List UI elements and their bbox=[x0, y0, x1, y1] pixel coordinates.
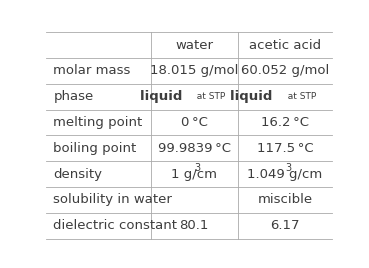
Text: liquid: liquid bbox=[139, 90, 191, 103]
Text: dielectric constant: dielectric constant bbox=[53, 219, 177, 232]
Text: solubility in water: solubility in water bbox=[53, 193, 172, 206]
Text: 1.049 g/cm: 1.049 g/cm bbox=[247, 168, 323, 181]
Text: 99.9839 °C: 99.9839 °C bbox=[158, 142, 231, 155]
Text: phase: phase bbox=[53, 90, 93, 103]
Text: 3: 3 bbox=[285, 163, 291, 173]
Text: miscible: miscible bbox=[257, 193, 313, 206]
Text: melting point: melting point bbox=[53, 116, 142, 129]
Text: at STP: at STP bbox=[282, 92, 316, 101]
Text: liquid: liquid bbox=[230, 90, 282, 103]
Text: 60.052 g/mol: 60.052 g/mol bbox=[241, 64, 329, 77]
Text: 3: 3 bbox=[194, 163, 200, 173]
Text: 6.17: 6.17 bbox=[270, 219, 300, 232]
Text: density: density bbox=[53, 168, 102, 181]
Text: water: water bbox=[175, 39, 213, 51]
Text: boiling point: boiling point bbox=[53, 142, 137, 155]
Text: acetic acid: acetic acid bbox=[249, 39, 321, 51]
Text: molar mass: molar mass bbox=[53, 64, 131, 77]
Text: at STP: at STP bbox=[191, 92, 225, 101]
Text: 1 g/cm: 1 g/cm bbox=[171, 168, 217, 181]
Text: 18.015 g/mol: 18.015 g/mol bbox=[150, 64, 238, 77]
Text: 0 °C: 0 °C bbox=[181, 116, 207, 129]
Text: 117.5 °C: 117.5 °C bbox=[256, 142, 313, 155]
Text: 80.1: 80.1 bbox=[179, 219, 209, 232]
Text: 16.2 °C: 16.2 °C bbox=[261, 116, 309, 129]
